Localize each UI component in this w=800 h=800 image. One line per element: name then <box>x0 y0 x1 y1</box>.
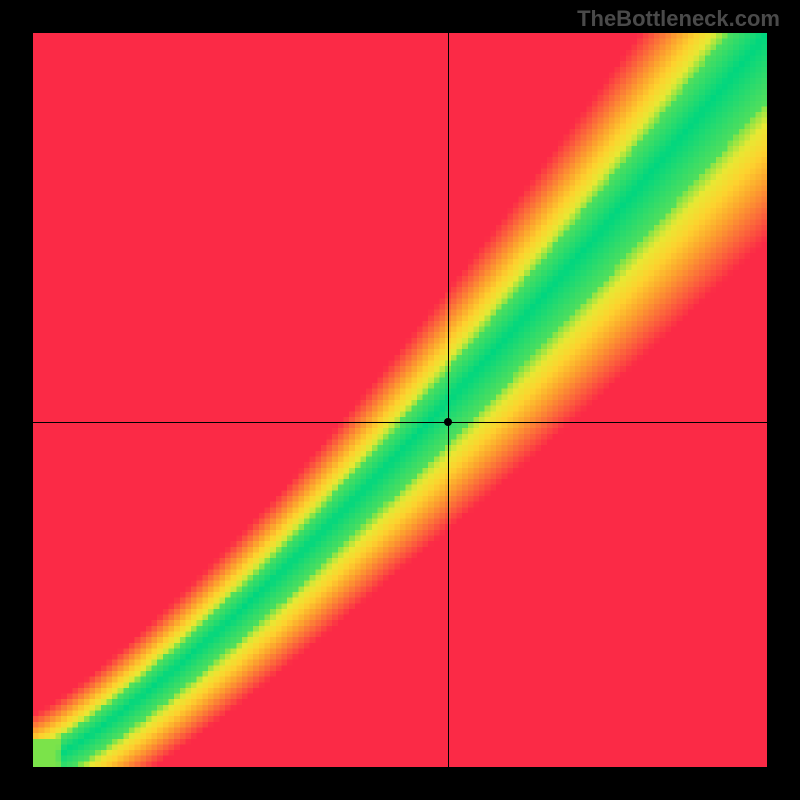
crosshair-vertical <box>448 33 449 767</box>
watermark-text: TheBottleneck.com <box>577 6 780 32</box>
crosshair-marker-dot <box>444 418 452 426</box>
crosshair-horizontal <box>33 422 767 423</box>
heatmap-canvas <box>33 33 767 767</box>
heatmap-plot-area <box>33 33 767 767</box>
